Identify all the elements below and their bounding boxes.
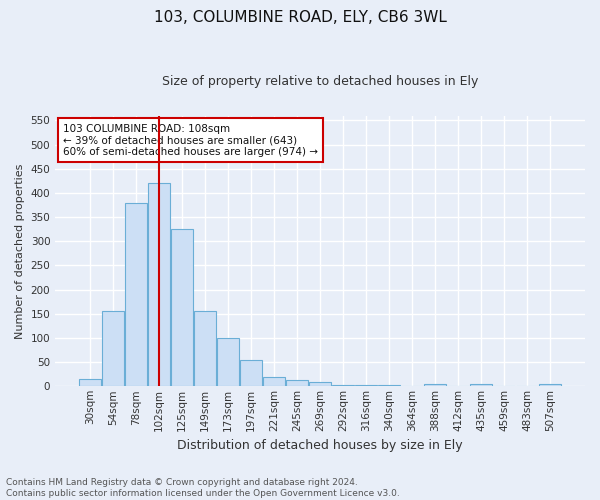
Bar	[217, 338, 239, 386]
Bar	[102, 312, 124, 386]
Text: 103 COLUMBINE ROAD: 108sqm
← 39% of detached houses are smaller (643)
60% of sem: 103 COLUMBINE ROAD: 108sqm ← 39% of deta…	[63, 124, 318, 157]
Bar	[240, 360, 262, 386]
Bar	[125, 202, 147, 386]
Bar	[194, 312, 216, 386]
X-axis label: Distribution of detached houses by size in Ely: Distribution of detached houses by size …	[177, 440, 463, 452]
Bar	[148, 183, 170, 386]
Text: 103, COLUMBINE ROAD, ELY, CB6 3WL: 103, COLUMBINE ROAD, ELY, CB6 3WL	[154, 10, 446, 25]
Bar	[539, 384, 561, 386]
Y-axis label: Number of detached properties: Number of detached properties	[15, 163, 25, 338]
Bar	[79, 379, 101, 386]
Bar	[286, 380, 308, 386]
Bar	[309, 382, 331, 386]
Bar	[171, 229, 193, 386]
Bar	[470, 384, 492, 386]
Bar	[424, 384, 446, 386]
Bar	[355, 385, 377, 386]
Text: Contains HM Land Registry data © Crown copyright and database right 2024.
Contai: Contains HM Land Registry data © Crown c…	[6, 478, 400, 498]
Title: Size of property relative to detached houses in Ely: Size of property relative to detached ho…	[162, 75, 478, 88]
Bar	[263, 376, 285, 386]
Bar	[332, 385, 354, 386]
